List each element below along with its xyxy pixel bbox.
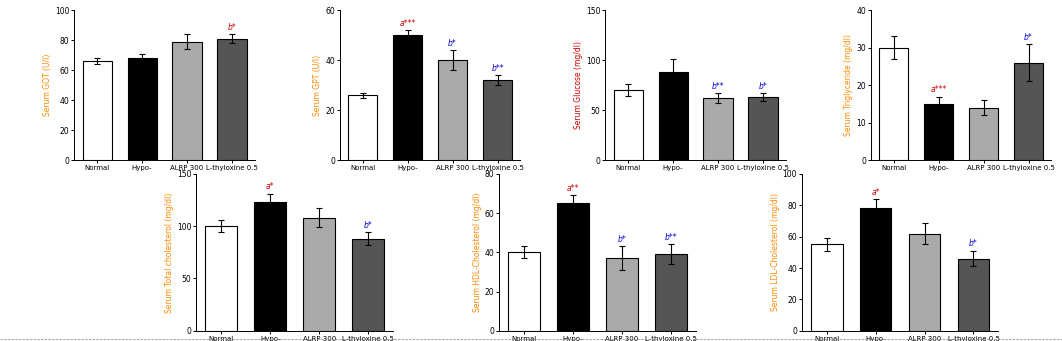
Text: b*: b* <box>363 221 373 230</box>
Bar <box>958 258 990 331</box>
Y-axis label: Serum GPT (U/l): Serum GPT (U/l) <box>313 55 323 116</box>
Y-axis label: Serum Total cholesterol (mg/dl): Serum Total cholesterol (mg/dl) <box>166 192 174 313</box>
Text: b*: b* <box>1024 33 1033 42</box>
Bar <box>127 58 157 160</box>
Y-axis label: Serum GOT (U/l): Serum GOT (U/l) <box>44 54 52 116</box>
Bar <box>749 97 777 160</box>
Bar <box>969 108 998 160</box>
Y-axis label: Serum Glucose (mg/dl): Serum Glucose (mg/dl) <box>575 41 583 129</box>
Y-axis label: Serum HDL-Cholesterol (mg/dl): Serum HDL-Cholesterol (mg/dl) <box>473 193 482 312</box>
Bar <box>924 104 954 160</box>
Bar <box>353 239 384 331</box>
Bar <box>172 42 202 160</box>
Bar <box>909 234 941 331</box>
Bar <box>304 218 336 331</box>
Bar <box>703 98 733 160</box>
Bar <box>658 72 688 160</box>
Text: a**: a** <box>567 184 579 193</box>
Bar <box>655 254 687 331</box>
Text: b*: b* <box>758 82 768 91</box>
Bar <box>218 39 246 160</box>
Bar <box>483 80 512 160</box>
Text: b*: b* <box>969 239 978 248</box>
Bar <box>83 61 112 160</box>
Text: b**: b** <box>665 233 678 242</box>
Bar <box>556 203 588 331</box>
Text: a***: a*** <box>930 85 946 94</box>
Bar <box>879 48 908 160</box>
Text: a*: a* <box>871 188 879 197</box>
Y-axis label: Serum Triglyceride (mg/dl): Serum Triglyceride (mg/dl) <box>844 34 854 136</box>
Bar <box>254 202 286 331</box>
Text: b**: b** <box>712 82 724 91</box>
Text: b*: b* <box>617 235 627 244</box>
Text: b*: b* <box>448 39 457 48</box>
Bar <box>205 226 237 331</box>
Bar <box>393 35 423 160</box>
Bar <box>438 60 467 160</box>
Bar <box>810 244 842 331</box>
Text: a*: a* <box>266 182 274 191</box>
Text: a***: a*** <box>399 19 415 28</box>
Bar <box>1014 63 1043 160</box>
Text: b*: b* <box>227 23 237 32</box>
Text: b**: b** <box>492 64 503 73</box>
Y-axis label: Serum LDL-Cholesterol (mg/dl): Serum LDL-Cholesterol (mg/dl) <box>771 193 780 311</box>
Bar <box>348 95 377 160</box>
Bar <box>606 258 638 331</box>
Bar <box>859 208 891 331</box>
Bar <box>508 252 539 331</box>
Bar <box>614 90 643 160</box>
